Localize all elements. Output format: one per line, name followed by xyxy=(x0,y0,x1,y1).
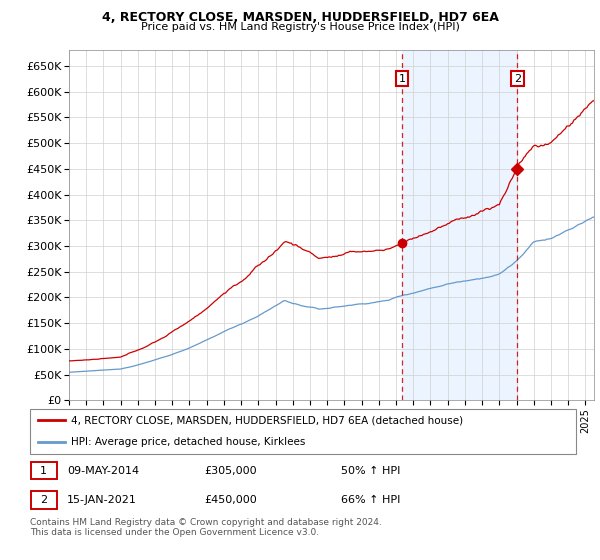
Text: Contains HM Land Registry data © Crown copyright and database right 2024.
This d: Contains HM Land Registry data © Crown c… xyxy=(30,518,382,538)
Text: £305,000: £305,000 xyxy=(205,465,257,475)
Text: 4, RECTORY CLOSE, MARSDEN, HUDDERSFIELD, HD7 6EA (detached house): 4, RECTORY CLOSE, MARSDEN, HUDDERSFIELD,… xyxy=(71,416,463,426)
FancyBboxPatch shape xyxy=(30,409,576,454)
Text: 2: 2 xyxy=(40,495,47,505)
Bar xyxy=(402,50,517,400)
Text: 66% ↑ HPI: 66% ↑ HPI xyxy=(341,495,401,505)
FancyBboxPatch shape xyxy=(31,461,57,479)
Text: £450,000: £450,000 xyxy=(205,495,257,505)
Text: 50% ↑ HPI: 50% ↑ HPI xyxy=(341,465,401,475)
Text: 1: 1 xyxy=(40,465,47,475)
Text: 15-JAN-2021: 15-JAN-2021 xyxy=(67,495,137,505)
Text: 2: 2 xyxy=(514,74,521,83)
Text: 1: 1 xyxy=(398,74,406,83)
Text: 4, RECTORY CLOSE, MARSDEN, HUDDERSFIELD, HD7 6EA: 4, RECTORY CLOSE, MARSDEN, HUDDERSFIELD,… xyxy=(101,11,499,24)
FancyBboxPatch shape xyxy=(31,491,57,508)
Text: HPI: Average price, detached house, Kirklees: HPI: Average price, detached house, Kirk… xyxy=(71,437,305,447)
Text: 09-MAY-2014: 09-MAY-2014 xyxy=(67,465,139,475)
Text: Price paid vs. HM Land Registry's House Price Index (HPI): Price paid vs. HM Land Registry's House … xyxy=(140,22,460,32)
